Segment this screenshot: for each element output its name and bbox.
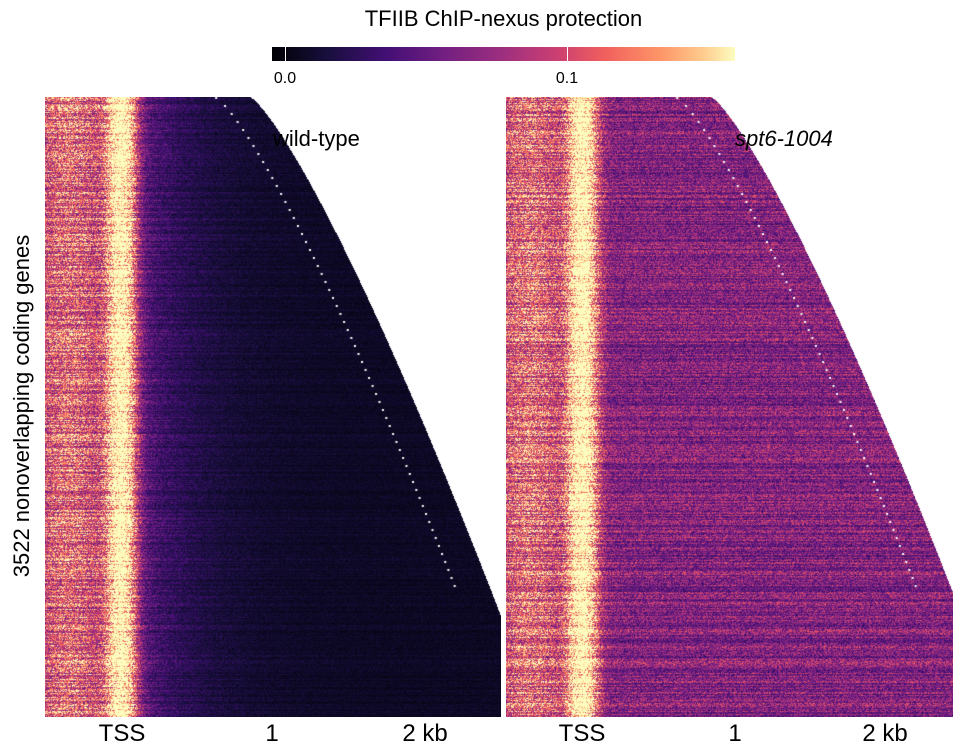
heatmap-spt6-1004 (506, 97, 953, 717)
x-tick-tss-right: TSS (558, 720, 606, 747)
colorbar-tick-label-1: 0.1 (555, 70, 579, 87)
heatmap-panel-wild-type (45, 97, 501, 717)
panel-label-wild-type: wild-type (273, 126, 360, 151)
x-tick-1-right: 1 (728, 720, 742, 747)
y-axis-label: 3522 nonoverlapping coding genes (9, 234, 34, 578)
colorbar (272, 47, 735, 61)
x-tick-2kb-left: 2 kb (402, 720, 448, 747)
panel-label-spt6-1004: spt6-1004 (735, 126, 833, 151)
colorbar-tick-1 (567, 47, 568, 61)
x-tick-2kb-right: 2 kb (862, 720, 908, 747)
x-tick-1-left: 1 (265, 720, 279, 747)
x-tick-tss-left: TSS (98, 720, 146, 747)
colorbar-tick-label-0: 0.0 (273, 70, 297, 87)
colorbar-tick-0 (285, 47, 286, 61)
heatmap-panel-spt6-1004 (506, 97, 953, 717)
colorbar-title: TFIIB ChIP-nexus protection (364, 6, 643, 31)
heatmap-wild-type (45, 97, 501, 717)
